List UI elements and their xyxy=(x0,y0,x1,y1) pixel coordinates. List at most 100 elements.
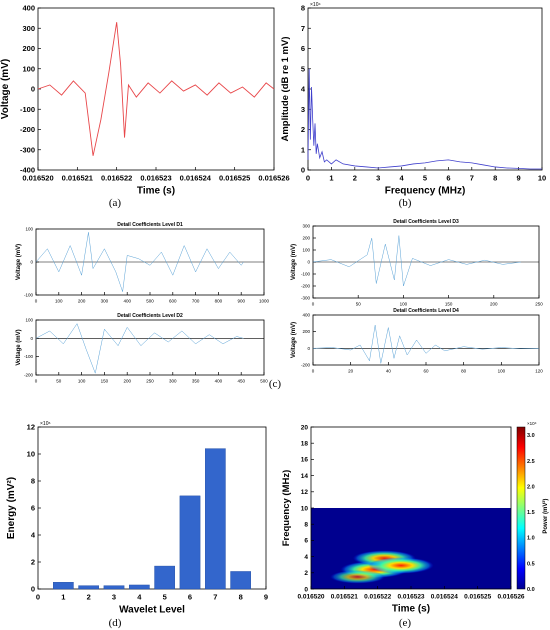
x-tick-label: 350 xyxy=(192,379,200,384)
x-tick-label: 0 xyxy=(36,593,40,602)
chart-c-d3: 0 50 100 150 200 250 -300 -200 -100 0 100 200 300 Vol… xyxy=(291,219,543,307)
chart-c-d1: 0 100 200 300 400 500 600 700 800 900 1000-1000100… xyxy=(16,222,270,304)
x-axis-label: Wavelet Level xyxy=(119,605,185,616)
plot-frame xyxy=(35,319,265,376)
x-tick-label: 2 xyxy=(353,174,357,183)
y-tick-label: 4 xyxy=(301,85,306,94)
x-tick-label: 0.016523 xyxy=(140,174,171,183)
colorbar-tick-label: 1.0 xyxy=(527,536,535,542)
x-tick-label: 0.016521 xyxy=(331,594,358,601)
x-tick-label: 1000 xyxy=(259,299,270,304)
colorbar-exponent: ×10⁴ xyxy=(527,421,537,426)
y-tick-label: 0 xyxy=(30,336,33,341)
x-tick-label: 50 xyxy=(56,379,62,384)
y-tick-label: 4 xyxy=(304,554,308,561)
y-tick-label: 12 xyxy=(301,489,309,496)
y-tick-label: 0 xyxy=(307,346,310,351)
series-line xyxy=(307,68,542,170)
y-tick-label: 2 xyxy=(304,570,308,577)
x-tick-label: 100 xyxy=(78,379,86,384)
y-tick-label: 100 xyxy=(25,318,33,323)
panel-label-d: (d) xyxy=(109,617,122,629)
bar xyxy=(78,585,99,590)
x-tick-label: 100 xyxy=(498,369,506,374)
bar xyxy=(230,571,252,590)
x-tick-label: 1 xyxy=(61,593,65,602)
y-tick-label: 20 xyxy=(301,424,309,431)
y-tick-label: 0 xyxy=(31,585,35,594)
x-tick-label: 9 xyxy=(264,593,268,602)
y-tick-label: 200 xyxy=(22,44,35,53)
x-tick-label: 150 xyxy=(445,302,453,307)
x-tick-label: 450 xyxy=(237,379,245,384)
axis-exponent: ×10⁴ xyxy=(310,2,321,8)
y-tick-label: 0 xyxy=(30,260,33,265)
chart-a: 0.016520 0.016521 0.016522 0.016523 0.016524… xyxy=(0,4,290,197)
colorbar-tick-label: 0.5 xyxy=(527,561,535,567)
colorbar-tick-label: 2.0 xyxy=(527,484,535,490)
y-tick-label: 18 xyxy=(301,440,309,447)
bar xyxy=(204,448,226,590)
x-tick-label: 120 xyxy=(535,369,543,374)
y-tick-label: -100 xyxy=(301,272,311,277)
y-tick-label: 3 xyxy=(301,105,305,114)
x-tick-label: 0.016522 xyxy=(101,174,132,183)
x-tick-label: 6 xyxy=(446,174,450,183)
plot-frame xyxy=(37,426,267,590)
y-tick-label: -300 xyxy=(20,145,35,154)
series-line xyxy=(312,324,540,364)
y-tick-label: 12 xyxy=(27,423,35,432)
x-tick-label: 0.016525 xyxy=(464,594,491,601)
y-tick-label: 10 xyxy=(301,505,309,512)
x-tick-label: 40 xyxy=(386,369,392,374)
x-tick-label: 8 xyxy=(239,593,243,602)
y-tick-label: 0 xyxy=(31,85,35,94)
y-tick-label: 2 xyxy=(31,558,35,567)
y-axis-label: Voltage (mV) xyxy=(291,322,297,358)
panel-label-e: (e) xyxy=(399,617,412,629)
plot-frame xyxy=(307,7,543,171)
series-line xyxy=(35,323,244,375)
y-tick-label: -100 xyxy=(24,293,34,298)
y-tick-label: 8 xyxy=(301,4,305,13)
y-tick-label: -100 xyxy=(24,354,34,359)
y-axis-label: Frequency (MHz) xyxy=(281,470,292,547)
y-tick-label: 0 xyxy=(307,260,310,265)
y-tick-label: 6 xyxy=(301,44,305,53)
y-tick-label: 200 xyxy=(302,329,310,334)
x-tick-label: 80 xyxy=(461,369,467,374)
panel-label-c: (c) xyxy=(269,378,282,390)
x-tick-label: 100 xyxy=(400,302,408,307)
bar xyxy=(103,585,125,590)
x-tick-label: 1 xyxy=(329,174,333,183)
y-tick-label: 6 xyxy=(304,538,308,545)
bar xyxy=(53,582,74,590)
x-tick-label: 3 xyxy=(112,593,116,602)
x-tick-label: 8 xyxy=(493,174,497,183)
y-tick-label: -200 xyxy=(24,373,34,378)
heatmap-blob xyxy=(330,570,386,584)
chart-title: Detail Coefficients Level D1 xyxy=(117,222,183,228)
y-tick-label: 5 xyxy=(301,64,305,73)
x-tick-label: 0.016520 xyxy=(297,594,324,601)
y-tick-label: 8 xyxy=(304,521,308,528)
chart-e: 0.016520 0.016521 0.016522 0.016523 0.016524… xyxy=(281,421,549,615)
y-tick-label: 16 xyxy=(301,457,309,464)
y-axis-label: Energy (mV²) xyxy=(6,477,17,539)
y-axis-label: Amplitude (dB re 1 mV) xyxy=(280,36,291,141)
panel-label-a: (a) xyxy=(109,197,122,209)
x-tick-label: 500 xyxy=(146,299,154,304)
x-tick-label: 9 xyxy=(517,174,521,183)
x-tick-label: 0.016526 xyxy=(258,174,289,183)
y-tick-label: -400 xyxy=(20,166,35,175)
x-tick-label: 800 xyxy=(215,299,223,304)
x-tick-label: 3 xyxy=(376,174,380,183)
x-tick-label: 0.016521 xyxy=(62,174,93,183)
colorbar-tick-label: 0.0 xyxy=(527,587,535,593)
x-tick-label: 900 xyxy=(237,299,245,304)
y-axis-label: Voltage (mV) xyxy=(291,244,297,280)
y-tick-label: 0 xyxy=(304,586,308,593)
plot-frame xyxy=(312,314,540,366)
